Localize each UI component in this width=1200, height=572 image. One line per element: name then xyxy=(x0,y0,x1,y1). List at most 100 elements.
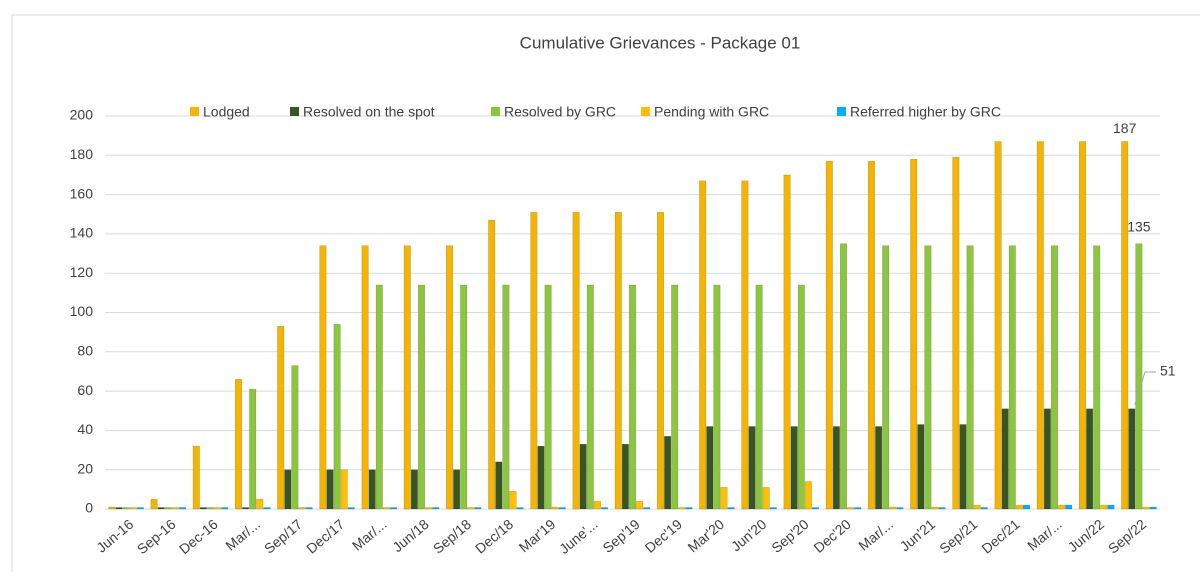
bar xyxy=(164,507,172,510)
bar xyxy=(1128,408,1136,510)
x-tick-label: Sep/18 xyxy=(430,516,474,557)
bar xyxy=(973,504,981,510)
x-tick-label: Jun'21 xyxy=(897,516,939,555)
bar xyxy=(305,507,313,510)
bar xyxy=(621,443,629,510)
bar xyxy=(136,507,144,510)
bar xyxy=(179,507,186,510)
x-tick-label: Dec/21 xyxy=(978,516,1022,557)
bar xyxy=(572,212,580,510)
bar xyxy=(122,507,130,510)
bar xyxy=(593,500,601,510)
bar xyxy=(277,326,285,510)
y-tick-label: 80 xyxy=(77,343,93,359)
bar xyxy=(629,284,636,510)
y-tick-label: 180 xyxy=(70,146,94,162)
bar xyxy=(157,507,165,510)
x-tick-label: Jun/22 xyxy=(1065,516,1108,555)
bar xyxy=(1065,504,1073,510)
bar xyxy=(1001,408,1009,510)
bar xyxy=(1043,408,1051,510)
bar xyxy=(171,507,179,510)
bar xyxy=(614,212,622,510)
bar xyxy=(868,160,875,510)
bar xyxy=(1058,504,1066,510)
y-tick-label: 140 xyxy=(70,225,94,241)
bar xyxy=(263,507,271,510)
bar xyxy=(129,507,137,510)
bar xyxy=(720,487,728,510)
x-tick-label: Sep'19 xyxy=(599,516,643,556)
bar xyxy=(579,443,587,510)
bar xyxy=(207,507,214,510)
bar xyxy=(530,212,538,510)
x-tick-label: Mar/... xyxy=(855,516,896,554)
bar xyxy=(966,245,974,510)
bar xyxy=(896,507,904,510)
bar xyxy=(192,445,200,510)
x-tick-label: Sep/17 xyxy=(261,516,305,557)
bar xyxy=(917,424,925,510)
bar xyxy=(664,436,672,510)
bar xyxy=(340,469,348,510)
bar xyxy=(748,426,756,510)
bar xyxy=(713,284,721,510)
x-tick-label: Jun'20 xyxy=(728,516,770,555)
bar xyxy=(291,365,299,510)
bar xyxy=(980,507,988,510)
bar xyxy=(636,500,644,510)
x-tick-label: Mar'19 xyxy=(516,516,559,556)
bar xyxy=(706,426,714,510)
bar xyxy=(432,507,440,510)
x-tick-label: June'... xyxy=(556,516,601,557)
bar xyxy=(347,507,355,510)
bar xyxy=(741,180,749,510)
x-tick-label: Dec/17 xyxy=(303,516,347,557)
x-tick-label: Mar/... xyxy=(1024,516,1065,554)
bar xyxy=(390,507,397,510)
bar xyxy=(804,481,812,510)
bar xyxy=(375,284,383,510)
bar xyxy=(959,424,967,510)
x-tick-label: Dec/18 xyxy=(472,516,516,557)
legend-label: Resolved on the spot xyxy=(303,104,435,120)
bar xyxy=(474,507,482,510)
bar xyxy=(889,506,897,510)
bar xyxy=(242,507,250,510)
y-tick-label: 100 xyxy=(70,303,94,319)
bar xyxy=(221,507,229,510)
legend-label: Resolved by GRC xyxy=(504,104,616,120)
y-tick-label: 20 xyxy=(77,460,93,476)
x-tick-label: Sep/22 xyxy=(1105,516,1149,557)
bar xyxy=(284,469,292,510)
bar xyxy=(854,507,862,510)
bar xyxy=(671,284,679,510)
y-tick-label: 120 xyxy=(70,264,94,280)
data-label: 187 xyxy=(1113,120,1137,136)
bar xyxy=(755,284,763,510)
data-label: 135 xyxy=(1127,218,1151,234)
bar xyxy=(214,507,222,510)
bar xyxy=(425,507,433,510)
bar xyxy=(783,174,791,510)
bar xyxy=(1135,243,1143,510)
bar xyxy=(298,507,306,510)
bar xyxy=(382,507,390,510)
bar xyxy=(762,487,770,510)
bar xyxy=(832,426,840,510)
bar xyxy=(150,498,158,510)
x-tick-label: Sep'20 xyxy=(768,516,812,556)
bar xyxy=(910,158,918,510)
x-tick-label: Sep/21 xyxy=(936,516,980,557)
bar xyxy=(1079,141,1086,510)
bar xyxy=(1107,504,1115,510)
bar xyxy=(558,507,566,510)
bar xyxy=(790,426,798,510)
legend-swatch xyxy=(491,107,500,116)
bar xyxy=(467,507,475,510)
bar xyxy=(847,507,855,510)
y-tick-label: 60 xyxy=(77,382,93,398)
bar xyxy=(769,507,777,510)
bar xyxy=(1093,245,1101,510)
